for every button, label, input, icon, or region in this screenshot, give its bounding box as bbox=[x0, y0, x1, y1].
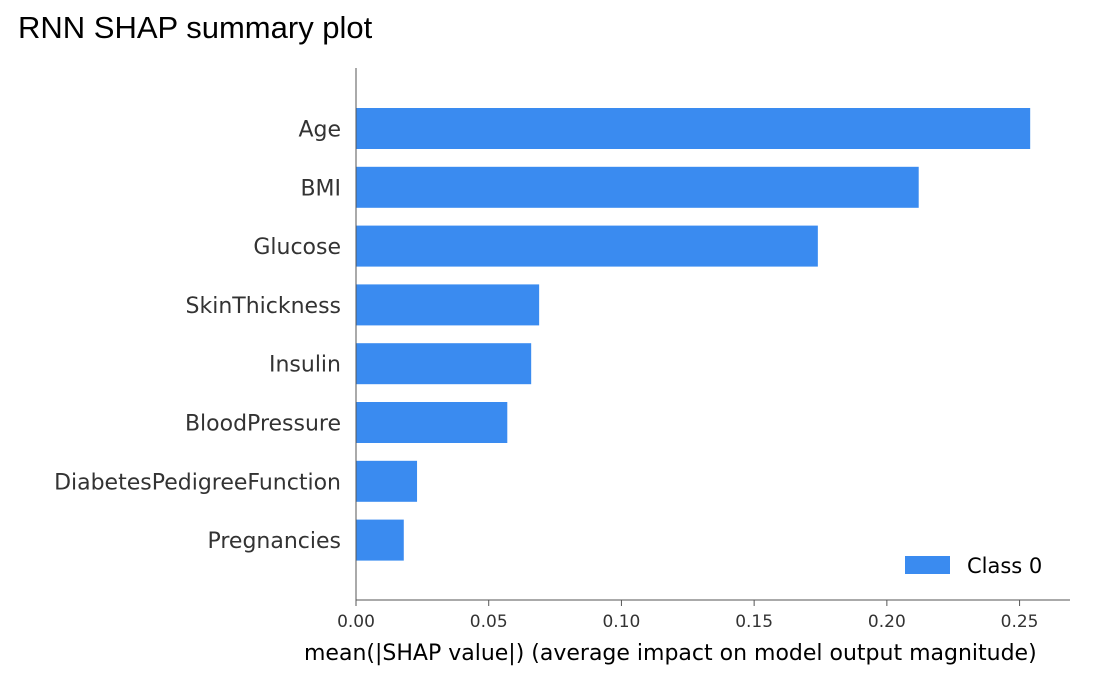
feature-label-pregnancies: Pregnancies bbox=[207, 529, 341, 554]
x-ticks-group: 0.00 0.05 0.10 0.15 0.20 0.25 bbox=[337, 600, 1038, 632]
legend: Class 0 bbox=[905, 554, 1042, 578]
feature-label-age: Age bbox=[298, 118, 341, 143]
feature-label-glucose: Glucose bbox=[253, 235, 341, 260]
bar-glucose bbox=[356, 225, 818, 267]
bar-age bbox=[356, 108, 1031, 149]
feature-label-skinthickness: SkinThickness bbox=[186, 294, 342, 319]
legend-swatch bbox=[905, 556, 950, 574]
bar-pregnancies bbox=[356, 519, 404, 561]
x-axis-title: mean(|SHAP value|) (average impact on mo… bbox=[304, 641, 1037, 666]
x-tick-label: 0.05 bbox=[470, 612, 508, 632]
x-tick-label: 0.20 bbox=[868, 612, 906, 632]
bar-skinthickness bbox=[356, 284, 540, 326]
x-tick-label: 0.25 bbox=[1001, 612, 1039, 632]
feature-label-bmi: BMI bbox=[300, 176, 341, 201]
x-tick-label: 0.00 bbox=[337, 612, 375, 632]
feature-label-diabetespedigreefunction: DiabetesPedigreeFunction bbox=[54, 470, 341, 495]
bar-bloodpressure bbox=[356, 402, 508, 443]
x-tick-label: 0.10 bbox=[602, 612, 640, 632]
legend-label: Class 0 bbox=[967, 554, 1042, 578]
bar-diabetespedigreefunction bbox=[356, 460, 418, 502]
feature-label-insulin: Insulin bbox=[269, 353, 341, 378]
bars-group bbox=[356, 108, 1031, 561]
page-title: RNN SHAP summary plot bbox=[18, 10, 373, 45]
bar-bmi bbox=[356, 166, 919, 208]
bar-insulin bbox=[356, 343, 532, 385]
x-tick-label: 0.15 bbox=[735, 612, 773, 632]
feature-labels-group: Age BMI Glucose SkinThickness Insulin BloodPr… bbox=[54, 118, 341, 555]
feature-label-bloodpressure: BloodPressure bbox=[185, 412, 341, 437]
